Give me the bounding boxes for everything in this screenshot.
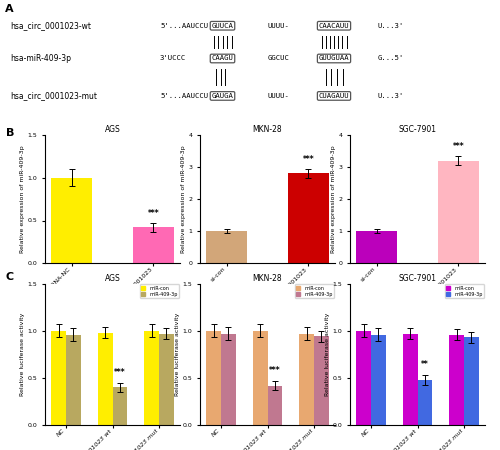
Text: 5'...AAUCCU: 5'...AAUCCU — [160, 23, 208, 29]
Bar — [418, 380, 432, 425]
Text: UUUU-: UUUU- — [268, 93, 289, 99]
Title: MKN-28: MKN-28 — [252, 125, 282, 134]
Text: hsa-miR-409-3p: hsa-miR-409-3p — [10, 54, 71, 63]
Bar — [314, 337, 329, 425]
Bar — [112, 387, 128, 425]
Text: 3'UCCC: 3'UCCC — [160, 55, 186, 62]
Bar — [66, 334, 81, 425]
Y-axis label: Relative luciferase activity: Relative luciferase activity — [175, 313, 180, 396]
Legend: miR-con, miR-409-3p: miR-con, miR-409-3p — [295, 284, 334, 298]
Y-axis label: Relative expression of miR-409-3p: Relative expression of miR-409-3p — [180, 145, 186, 253]
Text: CAACAUU: CAACAUU — [318, 23, 350, 29]
Text: CAAGU: CAAGU — [212, 55, 234, 62]
Title: SGC-7901: SGC-7901 — [398, 125, 436, 134]
Title: MKN-28: MKN-28 — [252, 274, 282, 283]
Bar — [464, 338, 479, 425]
Bar — [133, 227, 174, 263]
Text: U...3': U...3' — [378, 93, 404, 99]
Bar — [268, 386, 282, 425]
Y-axis label: Relative expression of miR-409-3p: Relative expression of miR-409-3p — [20, 145, 25, 253]
Bar — [51, 331, 66, 425]
Bar — [449, 334, 464, 425]
Y-axis label: Relative expression of miR-409-3p: Relative expression of miR-409-3p — [330, 145, 336, 253]
Text: ***: *** — [452, 142, 464, 151]
Text: GAUGA: GAUGA — [212, 93, 234, 99]
Legend: miR-con, miR-409-3p: miR-con, miR-409-3p — [140, 284, 179, 298]
Bar — [144, 331, 159, 425]
Text: UUUU-: UUUU- — [268, 23, 289, 29]
Text: 5'...AAUCCU: 5'...AAUCCU — [160, 93, 208, 99]
Legend: miR-con, miR-409-3p: miR-con, miR-409-3p — [445, 284, 484, 298]
Bar — [206, 231, 247, 263]
Bar — [356, 231, 397, 263]
Title: AGS: AGS — [104, 125, 120, 134]
Text: ***: *** — [302, 154, 314, 163]
Title: AGS: AGS — [104, 274, 120, 283]
Bar — [51, 178, 92, 263]
Text: CUAGAUU: CUAGAUU — [318, 93, 350, 99]
Bar — [98, 333, 112, 425]
Y-axis label: Relative luciferase activity: Relative luciferase activity — [325, 313, 330, 396]
Bar — [206, 331, 221, 425]
Text: hsa_circ_0001023-mut: hsa_circ_0001023-mut — [10, 91, 97, 100]
Bar — [159, 333, 174, 425]
Bar — [371, 334, 386, 425]
Bar — [438, 161, 479, 263]
Text: GUUGUAA: GUUGUAA — [318, 55, 350, 62]
Text: hsa_circ_0001023-wt: hsa_circ_0001023-wt — [10, 21, 91, 30]
Text: C: C — [6, 272, 14, 282]
Text: ***: *** — [114, 368, 126, 377]
Bar — [221, 333, 236, 425]
Bar — [402, 333, 417, 425]
Y-axis label: Relative luciferase activity: Relative luciferase activity — [20, 313, 25, 396]
Bar — [356, 331, 371, 425]
Text: G...5': G...5' — [378, 55, 404, 62]
Title: SGC-7901: SGC-7901 — [398, 274, 436, 283]
Bar — [252, 331, 268, 425]
Bar — [288, 174, 329, 263]
Text: GGCUC: GGCUC — [268, 55, 289, 62]
Text: ***: *** — [148, 209, 159, 218]
Text: **: ** — [421, 360, 429, 369]
Text: ***: *** — [269, 366, 281, 375]
Text: B: B — [6, 128, 14, 138]
Text: U...3': U...3' — [378, 23, 404, 29]
Bar — [299, 333, 314, 425]
Text: A: A — [5, 4, 14, 13]
Text: GUUCA: GUUCA — [212, 23, 234, 29]
